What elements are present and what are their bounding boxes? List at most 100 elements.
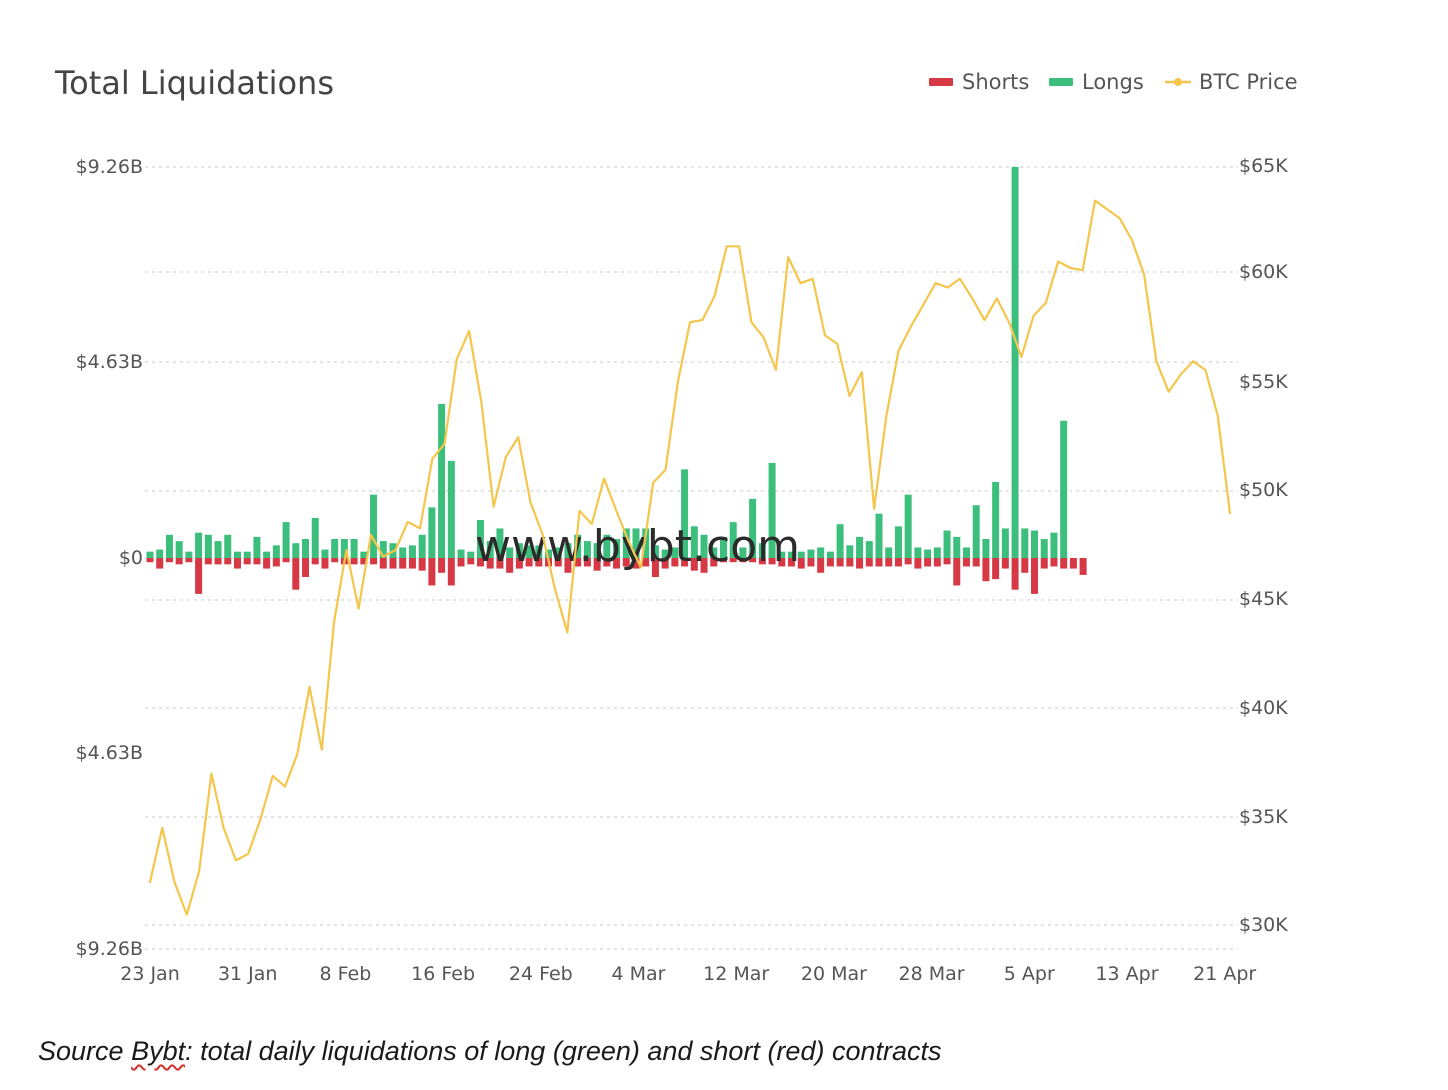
longs-bar: [457, 549, 465, 558]
longs-bar: [311, 517, 319, 558]
figure-caption: Source Bybt: total daily liquidations of…: [38, 1036, 942, 1067]
shorts-bar: [204, 558, 212, 565]
x-tick-label: 5 Apr: [1004, 963, 1055, 985]
shorts-bar: [506, 558, 514, 573]
longs-bar: [574, 534, 582, 558]
longs-bar: [370, 494, 378, 558]
shorts-bar: [583, 558, 591, 567]
shorts-bar: [1069, 558, 1077, 569]
legend-item-longs[interactable]: Longs: [1049, 70, 1144, 94]
longs-bar: [1050, 532, 1058, 558]
longs-bar: [525, 545, 533, 558]
longs-bar: [846, 545, 854, 558]
shorts-bar: [885, 558, 893, 567]
liquidations-chart: www.bybt.com $9.26B $4.63B $0 $4.63B$9.26B …: [54, 64, 1298, 985]
legend-item-btc-price[interactable]: BTC Price: [1165, 70, 1298, 94]
longs-bar: [836, 524, 844, 558]
shorts-bar: [943, 558, 951, 565]
shorts-bar: [681, 558, 689, 567]
longs-bar: [856, 536, 864, 558]
shorts-bar: [360, 558, 368, 565]
shorts-bar: [370, 558, 378, 565]
shorts-bar: [894, 558, 902, 567]
shorts-bar: [622, 558, 630, 567]
longs-bar: [632, 528, 640, 558]
x-tick-label: 20 Mar: [801, 963, 867, 985]
longs-bar: [506, 547, 514, 558]
longs-bar: [1060, 420, 1068, 558]
longs-bar: [661, 549, 669, 558]
longs-bar: [545, 549, 553, 558]
x-tick-label: 16 Feb: [411, 963, 475, 985]
longs-bar: [243, 551, 251, 558]
longs-bar: [875, 513, 883, 558]
longs-bar: [865, 541, 873, 558]
longs-bar: [719, 536, 727, 558]
shorts-bar: [496, 558, 504, 569]
longs-bar: [797, 551, 805, 558]
shorts-bar: [146, 558, 154, 563]
left-tick-label: $9.26B: [76, 938, 143, 960]
shorts-bar: [564, 558, 572, 573]
longs-bar: [350, 538, 358, 558]
legend-label-shorts: Shorts: [962, 70, 1029, 94]
shorts-bar: [379, 558, 387, 569]
shorts-bar: [739, 558, 747, 563]
legend-label-btc-price: BTC Price: [1199, 70, 1298, 94]
shorts-bar: [953, 558, 961, 586]
shorts-bar: [476, 558, 484, 567]
longs-bar: [204, 534, 212, 558]
btc-price-line: [148, 199, 1232, 916]
shorts-bar: [768, 558, 776, 565]
shorts-bar: [457, 558, 465, 567]
shorts-bar: [642, 558, 650, 567]
longs-bar: [788, 551, 796, 558]
shorts-bar: [214, 558, 222, 565]
shorts-bar: [447, 558, 455, 586]
shorts-bar: [486, 558, 494, 569]
shorts-bar: [914, 558, 922, 569]
shorts-bar: [671, 558, 679, 567]
legend: Shorts Longs BTC Price: [929, 70, 1298, 94]
longs-bar: [418, 534, 426, 558]
longs-bar: [933, 547, 941, 558]
longs-bar: [972, 505, 980, 558]
shorts-bar: [661, 558, 669, 569]
shorts-bar: [904, 558, 912, 565]
longs-bar: [768, 462, 776, 558]
shorts-bar: [525, 558, 533, 567]
right-tick-label: $55K: [1239, 371, 1288, 393]
caption-prefix: Source: [38, 1036, 132, 1066]
longs-bar: [651, 545, 659, 558]
longs-bar: [428, 507, 436, 558]
shorts-bar: [729, 558, 737, 563]
longs-bar: [195, 532, 203, 558]
longs-bar: [885, 547, 893, 558]
longs-bar: [914, 547, 922, 558]
grid-lines: [145, 166, 1238, 950]
longs-bar: [593, 543, 601, 558]
shorts-bar: [826, 558, 834, 567]
longs-bar: [1021, 528, 1029, 558]
shorts-bar: [282, 558, 290, 563]
shorts-bar: [399, 558, 407, 569]
shorts-bar: [185, 558, 193, 563]
longs-bar: [749, 498, 757, 558]
longs-bar: [807, 549, 815, 558]
legend-item-shorts[interactable]: Shorts: [929, 70, 1029, 94]
longs-bar: [282, 522, 290, 558]
longs-bar: [399, 547, 407, 558]
longs-bar: [758, 543, 766, 558]
longs-bar: [438, 403, 446, 558]
shorts-bar: [195, 558, 203, 594]
shorts-bar: [515, 558, 523, 569]
longs-bar: [894, 526, 902, 558]
longs-bar: [690, 526, 698, 558]
caption-text: : total daily liquidations of long (gree…: [185, 1036, 942, 1066]
shorts-bar: [243, 558, 251, 565]
shorts-bar: [272, 558, 280, 567]
x-axis-ticks: 23 Jan 31 Jan 8 Feb 16 Feb 24 Feb 4 Mar 12 Mar…: [120, 963, 1256, 985]
right-tick-label: $65K: [1239, 155, 1288, 177]
longs-bar: [904, 494, 912, 558]
longs-bar: [943, 530, 951, 558]
